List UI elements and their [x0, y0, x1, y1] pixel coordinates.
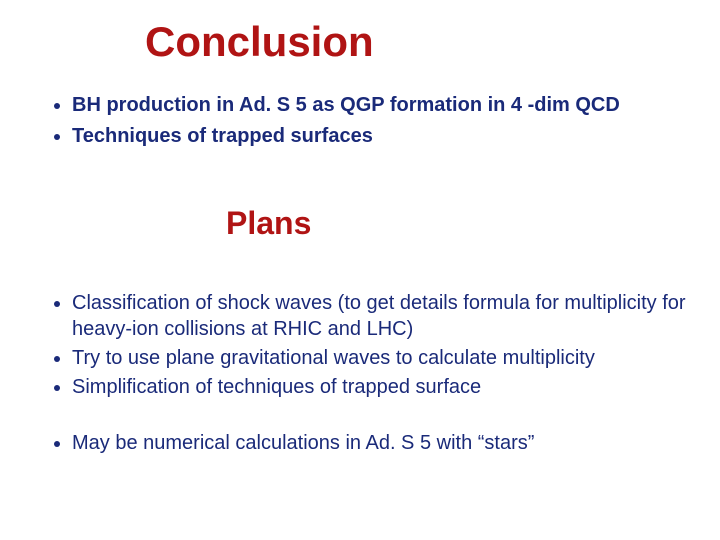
slide: Conclusion BH production in Ad. S 5 as Q… — [0, 0, 720, 540]
list-item: Try to use plane gravitational waves to … — [72, 345, 700, 371]
list-item: May be numerical calculations in Ad. S 5… — [72, 432, 700, 455]
extra-list: May be numerical calculations in Ad. S 5… — [40, 432, 700, 459]
conclusion-list: BH production in Ad. S 5 as QGP formatio… — [40, 92, 700, 154]
list-item: Classification of shock waves (to get de… — [72, 290, 700, 342]
list-item: BH production in Ad. S 5 as QGP formatio… — [72, 92, 700, 119]
plans-list: Classification of shock waves (to get de… — [40, 290, 700, 403]
slide-title: Conclusion — [145, 18, 374, 66]
list-item: Simplification of techniques of trapped … — [72, 374, 700, 400]
list-item: Techniques of trapped surfaces — [72, 123, 700, 150]
slide-subtitle: Plans — [226, 205, 311, 242]
